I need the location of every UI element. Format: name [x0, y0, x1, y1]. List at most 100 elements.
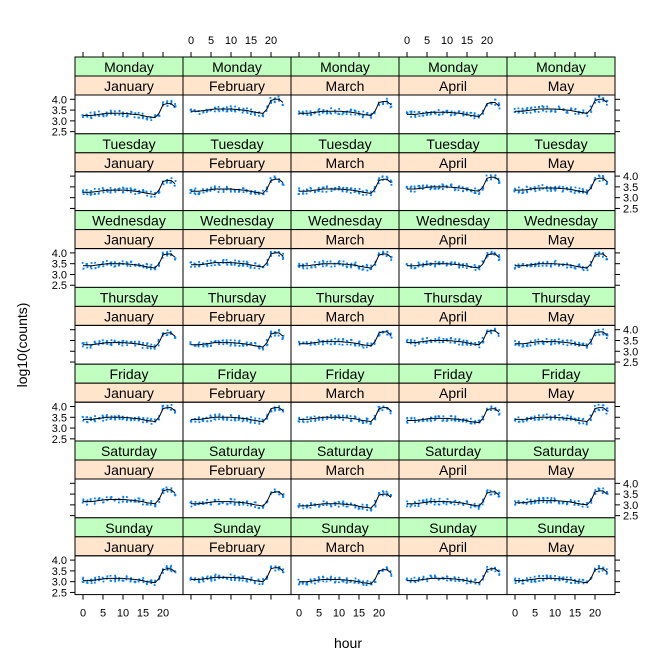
data-point [370, 342, 373, 345]
data-point [245, 417, 248, 420]
data-point [142, 500, 145, 503]
data-point [322, 265, 324, 268]
data-point [566, 344, 569, 347]
data-point [562, 108, 565, 111]
data-point [453, 341, 456, 344]
data-point [90, 267, 93, 270]
data-point [122, 496, 125, 499]
data-point [105, 111, 108, 114]
data-point [118, 113, 121, 116]
strip-day-label: Tuesday [534, 136, 587, 152]
data-point [273, 100, 276, 103]
data-point [321, 111, 324, 114]
data-point [549, 186, 552, 189]
data-point [81, 342, 84, 345]
data-point [213, 264, 216, 267]
data-point [233, 418, 236, 421]
data-point [466, 187, 469, 190]
data-point [594, 101, 596, 104]
data-point [478, 341, 481, 344]
data-point [258, 114, 260, 117]
data-point [245, 260, 248, 263]
fit-line [83, 568, 176, 584]
data-point [314, 420, 317, 422]
data-point [465, 577, 468, 580]
data-point [494, 408, 497, 411]
data-point [342, 112, 344, 115]
data-point [221, 260, 224, 263]
data-point [569, 187, 572, 190]
data-point [410, 115, 413, 118]
data-point [86, 503, 88, 506]
data-point [321, 190, 324, 193]
data-point [230, 107, 233, 110]
data-point [142, 499, 145, 501]
data-point [101, 576, 104, 579]
data-point [233, 498, 236, 501]
data-point [450, 113, 453, 116]
data-point [125, 340, 128, 343]
y-tick-label-right: 4.0 [623, 171, 638, 183]
data-point [389, 179, 392, 182]
data-point [525, 418, 528, 421]
data-point [273, 407, 276, 410]
data-point [425, 503, 428, 505]
data-point [125, 578, 128, 581]
data-point [450, 419, 453, 422]
data-point [193, 579, 196, 582]
data-point [478, 193, 480, 195]
data-point [606, 410, 609, 412]
data-point [438, 336, 441, 339]
data-point [434, 501, 437, 504]
data-point [230, 579, 233, 581]
data-point [222, 415, 224, 418]
data-point [330, 107, 333, 110]
strip-month-label: March [326, 155, 365, 171]
y-tick-label-left: 3.0 [52, 577, 67, 589]
data-point [538, 189, 541, 191]
data-point [454, 188, 457, 191]
strip-month-label: May [548, 539, 574, 555]
data-point [413, 187, 416, 190]
data-point [82, 419, 85, 422]
data-point [297, 506, 300, 509]
data-point [321, 340, 324, 342]
data-point [598, 95, 601, 98]
data-point [266, 343, 269, 346]
data-point [317, 190, 320, 193]
data-point [385, 494, 388, 497]
data-point [89, 416, 92, 419]
data-point [246, 107, 248, 110]
data-point [446, 263, 449, 266]
data-point [349, 502, 352, 505]
data-point [314, 418, 317, 421]
data-point [265, 186, 268, 189]
data-point [406, 577, 408, 580]
data-point [122, 579, 125, 582]
data-point [161, 334, 164, 337]
data-point [118, 187, 121, 190]
data-point [134, 193, 137, 195]
data-point [101, 498, 104, 501]
data-point [250, 191, 252, 194]
data-point [93, 187, 96, 190]
data-point [190, 419, 193, 421]
data-point [473, 422, 476, 425]
data-point [274, 565, 277, 568]
data-point [102, 419, 105, 422]
data-point [498, 570, 501, 573]
data-point [270, 565, 272, 568]
data-point [298, 266, 301, 268]
data-point [258, 422, 261, 425]
strip-day-label: Monday [104, 59, 154, 75]
data-point [578, 191, 581, 194]
data-point [561, 264, 564, 267]
data-point [529, 340, 532, 343]
data-point [97, 266, 100, 269]
data-point [446, 579, 448, 582]
data-point [422, 417, 424, 420]
